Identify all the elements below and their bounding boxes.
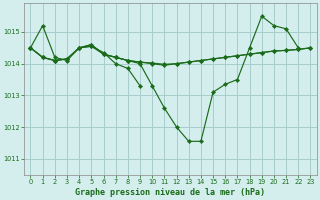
X-axis label: Graphe pression niveau de la mer (hPa): Graphe pression niveau de la mer (hPa) — [76, 188, 266, 197]
